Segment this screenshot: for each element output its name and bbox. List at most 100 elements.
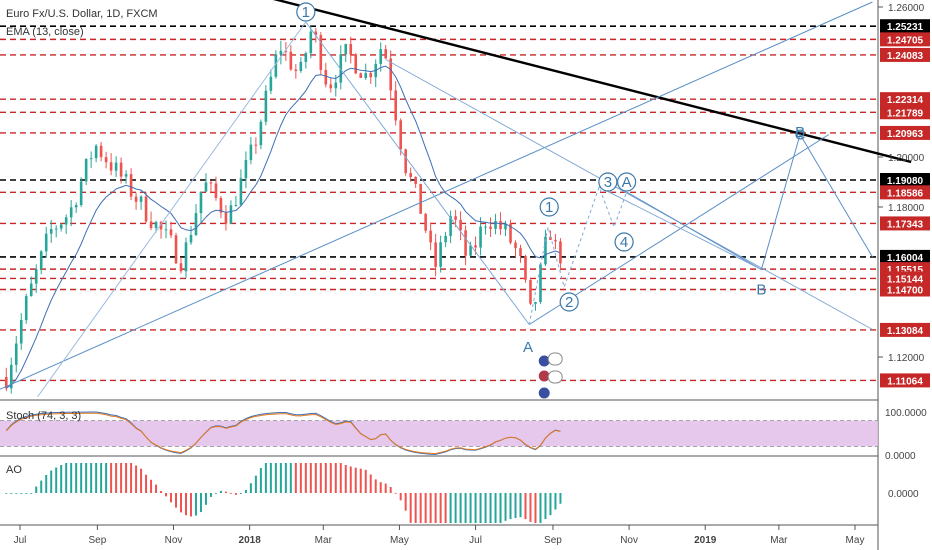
candle-body: [469, 245, 472, 256]
ao-bar: [294, 463, 297, 493]
grid: [0, 0, 879, 550]
ao-bar: [80, 463, 83, 493]
candle-body: [279, 50, 283, 55]
candle-body: [149, 221, 153, 228]
ao-bar: [374, 479, 377, 493]
candle-body: [444, 235, 447, 243]
candle-body: [254, 144, 258, 146]
candle-body: [274, 54, 278, 77]
candle-body: [79, 181, 83, 206]
candle-body: [329, 84, 333, 89]
ao-bar: [499, 493, 502, 523]
ao-bar: [399, 493, 402, 501]
candle-body: [199, 191, 203, 214]
ema-indicator-label[interactable]: EMA (13, close): [6, 26, 84, 38]
axes: 1.26000 1.20000 1.18000 1.12000 100.0000 0.00…: [14, 3, 928, 546]
ao-bar: [334, 463, 337, 493]
candle-body: [334, 82, 338, 89]
level-label-1.13084: 1.13084: [887, 326, 924, 337]
ao-bar: [254, 475, 257, 493]
candle-body: [189, 234, 193, 243]
candle-body: [554, 239, 557, 242]
level-tag-1.16004: [880, 249, 930, 264]
ao-bar: [504, 493, 507, 521]
stoch-indicator-label[interactable]: Stoch (74, 3, 3): [6, 410, 82, 422]
candle-body: [204, 182, 208, 192]
candle-body: [174, 235, 178, 264]
level-label-1.25231: 1.25231: [887, 22, 924, 33]
ao-bar: [434, 493, 437, 523]
ao-bar: [464, 493, 467, 523]
candle-body: [284, 50, 288, 52]
candle-body: [89, 158, 93, 160]
ao-bar: [110, 463, 113, 493]
ao-bar: [55, 467, 58, 493]
event-icons[interactable]: [537, 352, 563, 400]
stoch-d-line: [5, 412, 561, 455]
candle-body: [544, 236, 547, 265]
candle-body: [304, 53, 308, 62]
candle-body: [384, 49, 388, 59]
stoch-k-line: [5, 411, 561, 455]
ao-bar: [489, 493, 492, 523]
candle-body: [549, 236, 552, 240]
level-tag-1.14700: [880, 282, 930, 297]
level-label-1.22314: 1.22314: [887, 95, 924, 106]
ao-bar: [175, 493, 178, 508]
wave-label-circle: [616, 172, 637, 192]
ema-line: [6, 65, 561, 389]
ao-bar: [269, 463, 272, 493]
wave-label-circle: [598, 172, 618, 192]
ao-bar: [125, 463, 128, 493]
candle-body: [534, 301, 537, 304]
level-tag-1.18586: [880, 185, 930, 200]
ao-bar: [224, 491, 227, 493]
x-tick-label: Jul: [14, 535, 27, 546]
candle-body: [59, 224, 63, 229]
ao-bar: [404, 493, 407, 511]
level-tag-1.19080: [880, 173, 930, 187]
ao-bar: [170, 493, 173, 503]
ao-bar: [309, 463, 312, 493]
ao-bar: [539, 493, 542, 523]
wave-label-4: 4: [620, 234, 628, 251]
candle-body: [109, 162, 113, 171]
ao-bar: [559, 493, 562, 504]
level-label-1.11064: 1.11064: [887, 376, 923, 387]
ao-bar: [150, 479, 153, 493]
symbol-title[interactable]: Euro Fx/U.S. Dollar, 1D, FXCM: [6, 8, 158, 20]
candle-body: [214, 183, 218, 199]
ao-bar: [249, 483, 252, 493]
ao-bar: [229, 492, 232, 494]
impulse-guide-line: [37, 21, 307, 398]
candle-body: [184, 242, 188, 272]
candle-body: [414, 177, 417, 184]
ao-bar: [85, 463, 88, 493]
wave-abc-projection: [626, 133, 873, 271]
ao-bar: [519, 493, 522, 518]
candle-body: [139, 196, 143, 202]
x-tick-label: Sep: [544, 535, 562, 546]
wave-drawings[interactable]: [0, 0, 912, 398]
ao-bar: [40, 480, 43, 493]
wave-label-1: 1: [302, 4, 310, 21]
ao-bar: [284, 463, 287, 493]
candle-body: [344, 44, 348, 55]
candle-body: [219, 198, 223, 213]
candle-body: [159, 222, 163, 230]
x-tick-label: Sep: [88, 535, 106, 546]
ao-bar: [554, 493, 557, 510]
horizontal-levels[interactable]: 1.25231 1.24705 1.24083 1.22314 1.21789 1.209…: [0, 19, 930, 388]
candle-body: [389, 58, 392, 91]
ao-bar: [369, 474, 372, 493]
ao-bar: [180, 493, 183, 513]
ao-bar: [214, 493, 217, 494]
ao-bar: [324, 463, 327, 493]
ao-bar: [469, 493, 472, 523]
candle-body: [429, 230, 432, 243]
ao-indicator-label[interactable]: AO: [6, 464, 22, 476]
level-tag-1.15144: [880, 271, 930, 286]
ao-bar: [60, 464, 63, 493]
